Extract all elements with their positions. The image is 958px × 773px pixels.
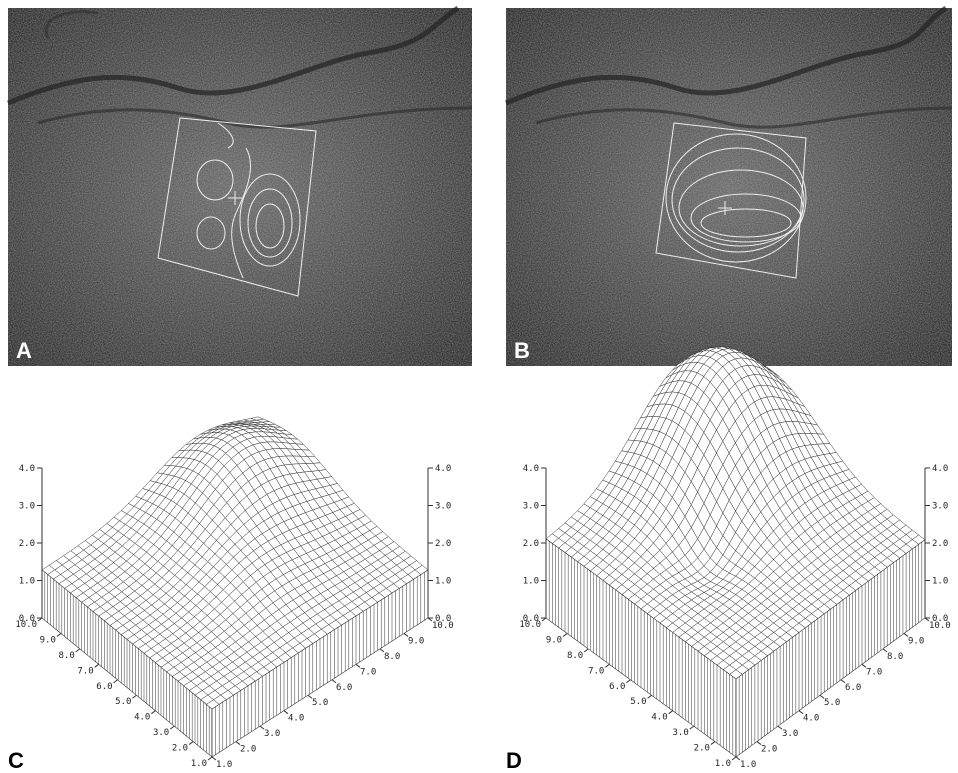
panel-label: A: [16, 338, 32, 363]
figure: A B C D 0.01.02.03.04.00.01.02.03.04.01.…: [0, 0, 958, 773]
y-tick-label: 4.0: [288, 714, 304, 724]
x-tick-label: 9.0: [546, 635, 562, 645]
y-tick-label: 10.0: [929, 621, 951, 631]
x-tick-label: 10.0: [15, 620, 37, 630]
z-tick-label: 3.0: [523, 502, 539, 512]
z-tick-label: 1.0: [932, 577, 948, 587]
x-tick-label: 10.0: [519, 620, 541, 630]
x-tick: [732, 757, 736, 760]
x-tick: [189, 742, 193, 745]
y-tick-label: 9.0: [408, 636, 424, 646]
z-tick-label: 3.0: [19, 502, 35, 512]
x-tick-label: 2.0: [694, 744, 710, 754]
y-tick-label: 8.0: [384, 652, 400, 662]
y-tick-label: 7.0: [866, 667, 882, 677]
y-tick-label: 4.0: [803, 714, 819, 724]
x-tick: [584, 649, 588, 652]
z-tick-label: 3.0: [932, 502, 948, 512]
x-tick: [151, 711, 155, 714]
y-tick-label: 6.0: [336, 683, 352, 693]
z-tick-label: 4.0: [523, 464, 539, 474]
x-tick: [132, 695, 136, 698]
x-tick-label: 6.0: [96, 682, 112, 692]
x-tick: [208, 757, 212, 760]
x-tick: [114, 680, 118, 683]
fundus-b: [506, 8, 952, 366]
y-tick-label: 1.0: [740, 760, 756, 770]
panel-label: D: [506, 748, 522, 773]
x-tick: [711, 742, 715, 745]
x-tick: [605, 664, 609, 667]
z-tick-label: 1.0: [435, 577, 451, 587]
z-tick-label: 2.0: [523, 539, 539, 549]
x-tick-label: 3.0: [673, 728, 689, 738]
x-tick-label: 8.0: [59, 651, 75, 661]
y-tick-label: 5.0: [312, 698, 328, 708]
x-tick-label: 4.0: [134, 713, 150, 723]
z-tick-label: 1.0: [523, 577, 539, 587]
x-tick: [170, 726, 174, 729]
z-tick-label: 1.0: [19, 577, 35, 587]
x-tick-label: 7.0: [588, 666, 604, 676]
z-tick-label: 3.0: [435, 502, 451, 512]
surface-plot: 0.01.02.03.04.00.01.02.03.04.01.02.03.04…: [15, 417, 453, 770]
y-tick-label: 6.0: [845, 683, 861, 693]
y-tick-label: 5.0: [824, 698, 840, 708]
z-tick-label: 4.0: [435, 464, 451, 474]
y-tick-label: 1.0: [216, 760, 232, 770]
fundus-a: [8, 8, 472, 366]
y-tick-label: 2.0: [761, 745, 777, 755]
x-tick: [76, 649, 80, 652]
z-tick-label: 4.0: [932, 464, 948, 474]
y-tick-label: 8.0: [887, 652, 903, 662]
panel-label: C: [8, 748, 24, 773]
x-tick-label: 2.0: [172, 744, 188, 754]
z-tick-label: 2.0: [932, 539, 948, 549]
x-tick: [648, 695, 652, 698]
x-tick: [57, 633, 61, 636]
x-tick-label: 1.0: [191, 759, 207, 769]
y-tick-label: 10.0: [432, 621, 454, 631]
x-tick-label: 5.0: [630, 697, 646, 707]
z-tick-label: 2.0: [19, 539, 35, 549]
x-tick-label: 3.0: [153, 728, 169, 738]
x-tick-label: 6.0: [609, 682, 625, 692]
x-tick-label: 1.0: [715, 759, 731, 769]
panel-label: B: [514, 338, 530, 363]
x-tick-label: 7.0: [77, 666, 93, 676]
x-tick-label: 9.0: [40, 635, 56, 645]
y-tick-label: 7.0: [360, 667, 376, 677]
x-tick-label: 4.0: [651, 713, 667, 723]
x-tick: [669, 711, 673, 714]
surface-plot: 0.01.02.03.04.00.01.02.03.04.01.02.03.04…: [519, 347, 950, 770]
y-tick-label: 3.0: [264, 729, 280, 739]
y-tick-label: 9.0: [908, 636, 924, 646]
z-tick-label: 4.0: [19, 464, 35, 474]
x-tick: [563, 633, 567, 636]
x-tick: [690, 726, 694, 729]
z-tick-label: 2.0: [435, 539, 451, 549]
x-tick-label: 8.0: [567, 651, 583, 661]
y-tick-label: 2.0: [240, 745, 256, 755]
x-tick: [626, 680, 630, 683]
x-tick: [95, 664, 99, 667]
y-tick-label: 3.0: [782, 729, 798, 739]
x-tick-label: 5.0: [115, 697, 131, 707]
